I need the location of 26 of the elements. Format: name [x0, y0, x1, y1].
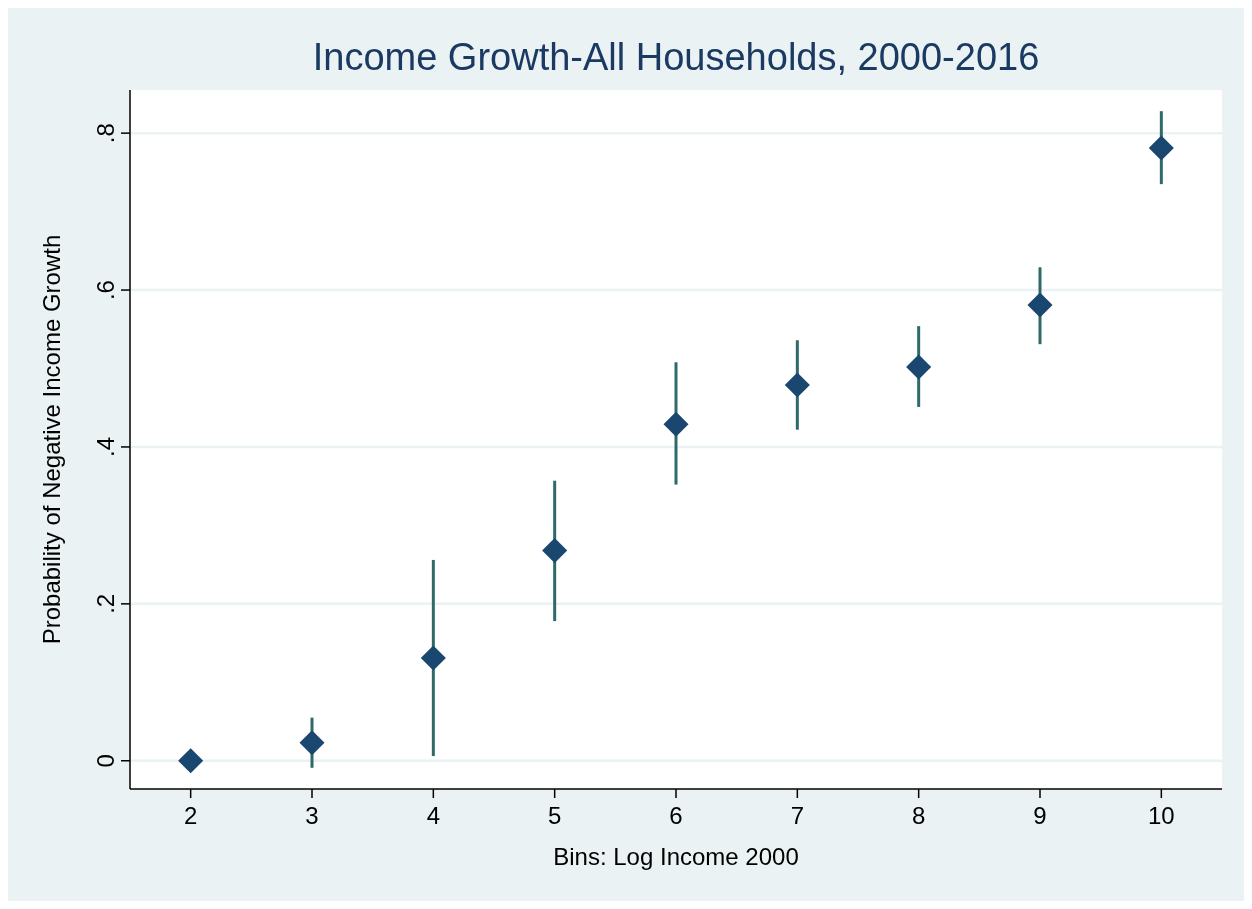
- x-axis-title: Bins: Log Income 2000: [553, 843, 799, 870]
- y-axis-title: Probability of Negative Income Growth: [38, 234, 65, 645]
- point: [420, 645, 446, 671]
- point: [178, 748, 204, 774]
- chart-title: Income Growth-All Households, 2000-2016: [312, 36, 1040, 78]
- y-tick-label: .4: [92, 436, 119, 457]
- x-tick-label: 7: [790, 802, 805, 829]
- y-tick-label: .6: [92, 280, 119, 301]
- x-tick-label: 4: [426, 802, 441, 829]
- point: [1027, 292, 1053, 318]
- x-tick-label: 3: [305, 802, 319, 829]
- point: [663, 411, 689, 437]
- point: [784, 372, 810, 398]
- x-tick-label: 2: [183, 802, 198, 829]
- y-tick-label: .2: [92, 593, 119, 614]
- y-tick-label: .8: [92, 123, 119, 144]
- y-tick-label: 0: [92, 754, 119, 768]
- point: [299, 730, 325, 756]
- point: [542, 537, 568, 564]
- x-tick-label: 5: [547, 802, 562, 829]
- x-tick-label: 8: [911, 802, 926, 829]
- point: [906, 354, 932, 380]
- x-tick-label: 9: [1033, 802, 1047, 829]
- point: [1148, 135, 1174, 161]
- x-tick-label: 6: [669, 802, 683, 829]
- x-tick-label: 10: [1147, 802, 1175, 829]
